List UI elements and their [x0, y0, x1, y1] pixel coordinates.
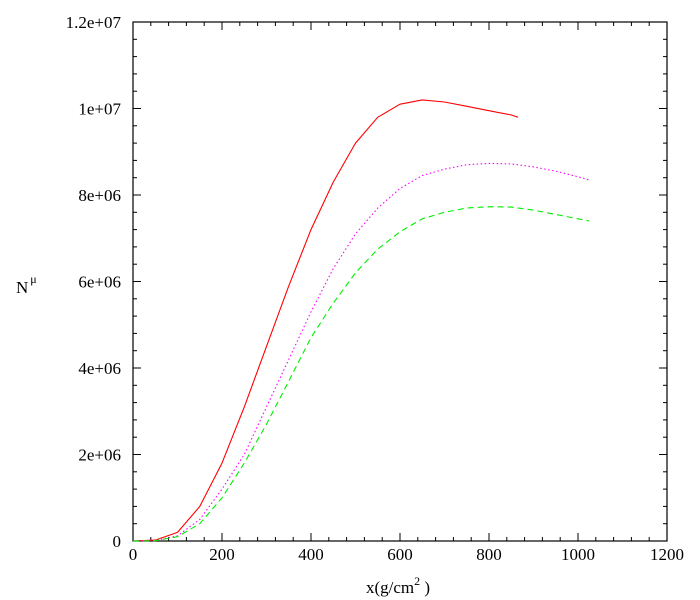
series-group	[132, 99, 590, 542]
y-tick-label: 8e+06	[78, 186, 121, 205]
x-tick-label: 400	[298, 545, 324, 564]
y-tick-label: 4e+06	[78, 359, 121, 378]
y-tick-label: 2e+06	[78, 446, 121, 465]
y-tick-labels: 0 2e+06 4e+06 6e+06 8e+06 1e+07 1.2e+07	[66, 13, 122, 551]
x-tick-label: 800	[476, 545, 502, 564]
x-axis-label: x(g/cm2 )	[366, 574, 430, 597]
x-tick-label: 0	[129, 545, 138, 564]
x-tick-label: 600	[387, 545, 413, 564]
x-tick-labels: 0 200 400 600 800 1000 1200	[129, 545, 684, 564]
x-tick-label: 200	[209, 545, 235, 564]
series-line-2	[132, 162, 590, 542]
series-line-1	[132, 99, 519, 542]
y-tick-label: 0	[113, 532, 122, 551]
plot-frame	[132, 21, 668, 542]
x-tick-label: 1200	[650, 545, 684, 564]
y-tick-label: 1e+07	[78, 100, 121, 119]
series-line-3	[132, 206, 590, 542]
y-tick-label: 6e+06	[78, 273, 121, 292]
x-tick-label: 1000	[561, 545, 595, 564]
axis-ticks	[132, 21, 668, 542]
y-tick-label: 1.2e+07	[66, 13, 122, 32]
